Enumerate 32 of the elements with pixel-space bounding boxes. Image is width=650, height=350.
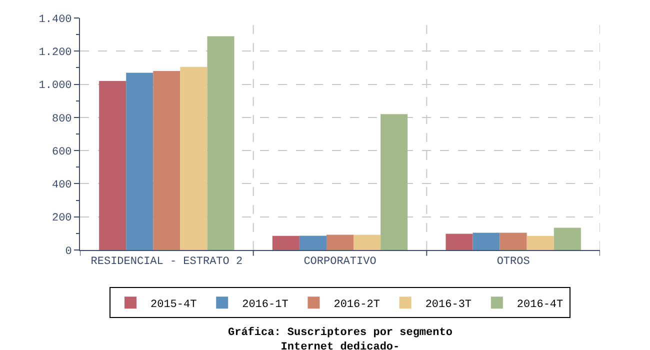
legend-label: 2016-1T <box>242 298 289 311</box>
bar <box>326 234 354 250</box>
legend-label: 2016-3T <box>425 298 472 311</box>
x-tick-label: OTROS <box>496 256 530 268</box>
bar <box>126 72 154 250</box>
bar <box>207 36 234 250</box>
legend-label: 2016-2T <box>334 298 380 311</box>
bar <box>500 232 527 250</box>
y-tick-label: 800 <box>52 113 72 126</box>
y-tick-label: 1.200 <box>38 46 72 59</box>
legend-label: 2016-4T <box>516 298 564 311</box>
bar <box>99 80 126 250</box>
y-tick-label: 1.000 <box>38 80 72 92</box>
y-tick-label: 0 <box>65 246 72 258</box>
legend-label: 2015-4T <box>150 298 198 311</box>
bar <box>446 234 473 250</box>
bar <box>554 228 581 250</box>
x-tick-label: CORPORATIVO <box>304 256 377 268</box>
x-tick-label: RESIDENCIAL - ESTRATO 2 <box>90 256 243 268</box>
bar <box>299 236 326 250</box>
bar <box>380 114 408 250</box>
bar <box>526 236 554 250</box>
y-tick-label: 600 <box>52 146 72 158</box>
text: Gráfica: Suscriptores por segmento Internet dedicado- <box>228 326 453 350</box>
bar <box>272 236 300 250</box>
bar <box>354 234 381 250</box>
y-tick-label: 400 <box>52 180 72 192</box>
bar <box>472 232 500 250</box>
bar <box>180 66 208 250</box>
bar <box>153 71 180 250</box>
y-tick-label: 200 <box>52 212 72 225</box>
y-tick-label: 1.400 <box>38 14 72 26</box>
